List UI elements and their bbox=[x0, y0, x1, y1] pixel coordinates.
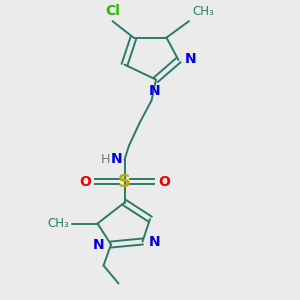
Text: CH₃: CH₃ bbox=[47, 217, 69, 230]
Text: H: H bbox=[100, 153, 110, 166]
Text: N: N bbox=[111, 152, 123, 166]
Text: N: N bbox=[149, 84, 160, 98]
Text: O: O bbox=[158, 175, 170, 189]
Text: N: N bbox=[93, 238, 104, 251]
Text: S: S bbox=[118, 172, 131, 190]
Text: Cl: Cl bbox=[105, 4, 120, 18]
Text: N: N bbox=[149, 235, 161, 248]
Text: N: N bbox=[184, 52, 196, 66]
Text: O: O bbox=[79, 175, 91, 189]
Text: CH₃: CH₃ bbox=[192, 5, 214, 18]
